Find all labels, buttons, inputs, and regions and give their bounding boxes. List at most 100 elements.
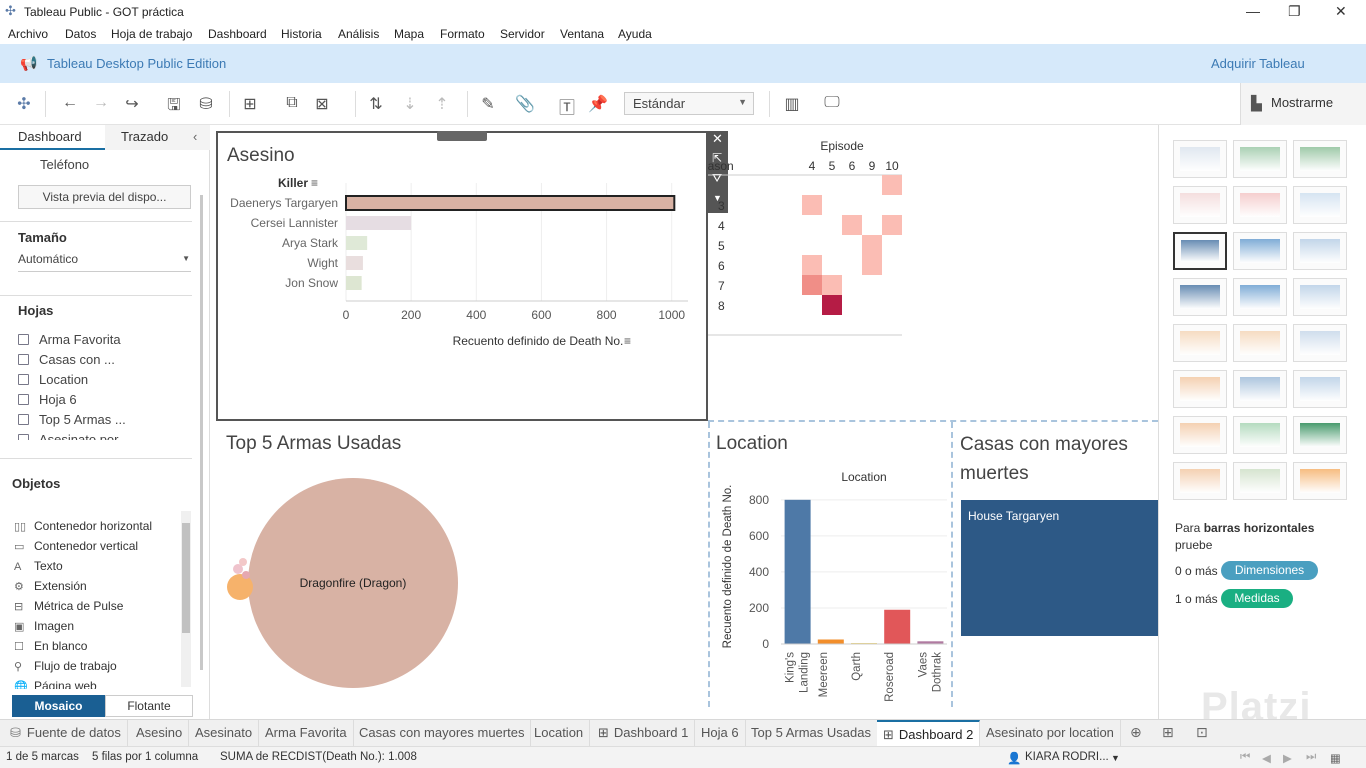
- tab-asesinato-por-location[interactable]: Asesinato por location: [980, 720, 1121, 746]
- presentation-mode-icon[interactable]: 🖵: [824, 94, 840, 111]
- chart-type-area-discrete[interactable]: [1233, 370, 1287, 408]
- chart-type-dual-combination[interactable]: [1293, 370, 1347, 408]
- new-datasource-icon[interactable]: ⛁: [199, 96, 213, 113]
- chart-type-pie-chart[interactable]: [1293, 186, 1347, 224]
- heatmap-cell[interactable]: [862, 255, 882, 275]
- chart-type-horizontal-bars[interactable]: [1173, 232, 1227, 270]
- group-members-icon[interactable]: 📎: [515, 96, 535, 113]
- object-text[interactable]: A Texto: [14, 559, 63, 573]
- show-mark-labels-icon[interactable]: 🅃: [558, 100, 575, 117]
- close-icon[interactable]: ✕: [1335, 3, 1347, 19]
- sheet-item[interactable]: Hoja 6: [18, 392, 77, 407]
- sheet-item[interactable]: Asesinato por ...: [18, 432, 133, 440]
- heatmap-cell[interactable]: [842, 215, 862, 235]
- chart-type-filled-map[interactable]: [1233, 186, 1287, 224]
- object-image[interactable]: ▣ Imagen: [14, 619, 75, 633]
- redo-icon[interactable]: →: [93, 94, 109, 111]
- killer-bar[interactable]: [346, 236, 368, 250]
- chart-type-dual-lines[interactable]: [1293, 324, 1347, 362]
- location-bar[interactable]: [784, 499, 811, 644]
- remove-zone-icon[interactable]: ✕: [712, 131, 723, 146]
- undo-icon[interactable]: ←: [62, 94, 78, 111]
- sheet-item[interactable]: Casas con ...: [18, 352, 115, 367]
- chart-type-bullet-graph[interactable]: [1233, 462, 1287, 500]
- show-me-button[interactable]: ▙ Mostrarme: [1240, 83, 1366, 125]
- status-user[interactable]: KIARA RODRI...: [1025, 751, 1109, 763]
- tab-datasource[interactable]: ⛁ Fuente de datos: [0, 720, 128, 746]
- weapon-bubble[interactable]: [239, 558, 247, 566]
- clear-sheet-icon[interactable]: ⊠: [315, 96, 329, 113]
- heatmap-cell[interactable]: [802, 275, 822, 295]
- acquire-tableau-link[interactable]: Adquirir Tableau: [1211, 56, 1305, 71]
- new-dashboard-tab-icon[interactable]: ⊞: [1162, 724, 1174, 740]
- killer-bar[interactable]: [346, 216, 412, 230]
- object-extension[interactable]: ⚙ Extensión: [14, 579, 87, 593]
- tab-asesino[interactable]: Asesino: [130, 720, 190, 746]
- next-tab-icon[interactable]: ▶: [1283, 753, 1292, 765]
- asesino-zone[interactable]: Asesino 0 200 400 600 800 1000 Killer ≡ Daenerys…: [216, 131, 708, 421]
- device-preview-button[interactable]: Vista previa del dispo...: [18, 185, 191, 209]
- object-pulse-metric[interactable]: ⊟ Métrica de Pulse: [14, 599, 124, 613]
- tableau-home-icon[interactable]: ✣: [17, 96, 31, 113]
- menu-formato[interactable]: Formato: [440, 27, 485, 41]
- weapon-bubble[interactable]: [242, 571, 250, 579]
- new-story-tab-icon[interactable]: ⊡: [1196, 724, 1208, 740]
- menu-historia[interactable]: Historia: [281, 27, 322, 41]
- heatmap-cell[interactable]: [882, 215, 902, 235]
- killer-bar[interactable]: [346, 256, 363, 270]
- menu-archivo[interactable]: Archivo: [8, 27, 49, 41]
- location-bar[interactable]: [817, 639, 844, 644]
- tab-dashboard-1[interactable]: ⊞ Dashboard 1: [592, 720, 696, 746]
- duplicate-icon[interactable]: ⧉: [286, 94, 298, 111]
- killer-bar[interactable]: [346, 276, 362, 290]
- filter-icon[interactable]: ⛛: [712, 171, 723, 185]
- swap-rows-columns-icon[interactable]: ⇅: [369, 96, 383, 113]
- save-icon[interactable]: 🖫: [167, 97, 181, 114]
- chart-type-symbol-map[interactable]: [1173, 186, 1227, 224]
- tab-arma-favorita[interactable]: Arma Favorita: [259, 720, 354, 746]
- heatmap-cell[interactable]: [822, 295, 842, 315]
- move-handle[interactable]: [437, 131, 487, 141]
- chart-type-circle-views[interactable]: [1233, 278, 1287, 316]
- object-workflow[interactable]: ⚲ Flujo de trabajo: [14, 659, 117, 673]
- sheet-sorter-icon[interactable]: ▦: [1330, 753, 1341, 765]
- tab-asesinato[interactable]: Asesinato: [189, 720, 260, 746]
- menu-hoja-de-trabajo[interactable]: Hoja de trabajo: [111, 27, 193, 41]
- chart-type-box-whisker[interactable]: [1293, 416, 1347, 454]
- heatmap-cell[interactable]: [802, 195, 822, 215]
- chart-type-heat-map[interactable]: [1233, 140, 1287, 178]
- collapse-panel-icon[interactable]: ‹: [193, 129, 198, 144]
- heatmap-cell[interactable]: [862, 235, 882, 255]
- fit-select[interactable]: Estándar ▼: [624, 92, 754, 115]
- chart-type-histogram[interactable]: [1233, 416, 1287, 454]
- heatmap-cell[interactable]: [882, 175, 902, 195]
- chart-type-scatter-plot[interactable]: [1173, 416, 1227, 454]
- tab-dashboard[interactable]: Dashboard: [0, 125, 105, 150]
- object-blank[interactable]: ☐ En blanco: [14, 639, 88, 653]
- objects-scrollbar[interactable]: [181, 511, 191, 687]
- chevron-down-icon[interactable]: ▼: [1111, 753, 1120, 763]
- weapon-bubble[interactable]: [233, 564, 243, 574]
- previous-tab-icon[interactable]: ◀: [1262, 753, 1271, 765]
- tab-layout[interactable]: Trazado ‹: [105, 125, 210, 150]
- chart-type-packed-bubbles[interactable]: [1293, 462, 1347, 500]
- menu-ventana[interactable]: Ventana: [560, 27, 605, 41]
- chart-type-side-by-side-bars[interactable]: [1293, 232, 1347, 270]
- mode-floating-button[interactable]: Flotante: [105, 695, 193, 717]
- tab-top5[interactable]: Top 5 Armas Usadas: [745, 720, 878, 746]
- tab-dashboard-2[interactable]: ⊞ Dashboard 2: [877, 720, 981, 746]
- tab-casas[interactable]: Casas con mayores muertes: [353, 720, 532, 746]
- weapon-bubble[interactable]: [248, 478, 458, 688]
- tab-location[interactable]: Location: [528, 720, 591, 746]
- chart-type-stacked-bars[interactable]: [1233, 232, 1287, 270]
- sheet-item[interactable]: Location: [18, 372, 88, 387]
- show-cards-icon[interactable]: ▥: [784, 96, 800, 113]
- killer-bar[interactable]: [345, 195, 676, 211]
- replay-icon[interactable]: ↪: [125, 96, 139, 113]
- chart-type-continuous-lines[interactable]: [1173, 324, 1227, 362]
- pin-axes-icon[interactable]: 📌: [588, 96, 608, 113]
- sort-descending-icon[interactable]: ⇡: [435, 96, 449, 113]
- sheet-item[interactable]: Arma Favorita: [18, 332, 121, 347]
- weapon-bubble[interactable]: [227, 574, 253, 600]
- chart-type-discrete-lines[interactable]: [1233, 324, 1287, 362]
